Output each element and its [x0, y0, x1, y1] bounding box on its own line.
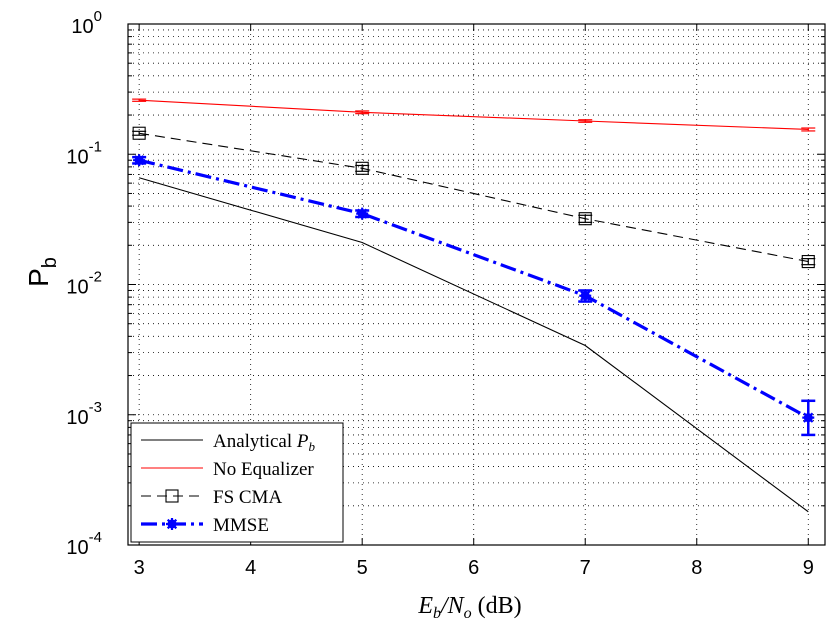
data-point [578, 212, 592, 226]
series-layer [132, 98, 816, 513]
data-point [357, 209, 367, 219]
x-tick-label: 6 [468, 557, 479, 579]
x-axis-label: Eb/No (dB) [417, 593, 521, 622]
series-no-equalizer [132, 98, 816, 132]
x-tick-labels: 3 4 5 6 7 8 9 [134, 557, 814, 579]
y-tick-label: 10-1 [66, 138, 102, 168]
x-tick-label: 4 [245, 557, 256, 579]
y-tick-labels: 10-4 10-3 10-2 10-1 100 [66, 8, 102, 559]
x-tick-label: 5 [357, 557, 368, 579]
series-line [139, 99, 809, 131]
svg-text:Pb: Pb [23, 257, 61, 287]
legend-item: Analytical Pb [141, 431, 316, 454]
data-point [132, 126, 146, 140]
legend-label: FS CMA [213, 487, 282, 508]
legend-marker [167, 519, 177, 529]
y-tick-label: 10-4 [66, 529, 102, 559]
legend-item: FS CMA [141, 487, 282, 508]
legend-marker [165, 489, 179, 503]
data-point [580, 291, 590, 301]
legend-box [130, 422, 344, 543]
x-tick-label: 8 [691, 557, 702, 579]
x-tick-label: 3 [134, 557, 145, 579]
y-axis-label: Pb [23, 257, 61, 287]
y-tick-label: 10-3 [66, 399, 102, 429]
data-point [355, 161, 369, 175]
legend-label: MMSE [213, 515, 269, 536]
axis-ticks [128, 24, 825, 546]
data-point [801, 255, 815, 269]
legend: Analytical Pb No Equalizer FS CMA MMSE [130, 422, 344, 543]
legend-label: No Equalizer [213, 459, 314, 480]
x-tick-label: 7 [580, 557, 591, 579]
data-point [803, 413, 813, 423]
data-point [134, 155, 144, 165]
x-tick-label: 9 [803, 557, 814, 579]
series-analytical-p-b [138, 177, 809, 513]
y-tick-label: 10-2 [66, 269, 102, 299]
series-line [138, 177, 809, 513]
legend-item: MMSE [141, 515, 269, 536]
series-mmse [132, 154, 816, 437]
series-line [138, 158, 810, 420]
series-line [139, 132, 809, 263]
legend-label: Analytical Pb [213, 431, 316, 454]
series-fs-cma [132, 126, 816, 269]
grid [128, 24, 825, 546]
legend-item: No Equalizer [141, 459, 314, 480]
y-tick-label: 100 [71, 8, 102, 38]
